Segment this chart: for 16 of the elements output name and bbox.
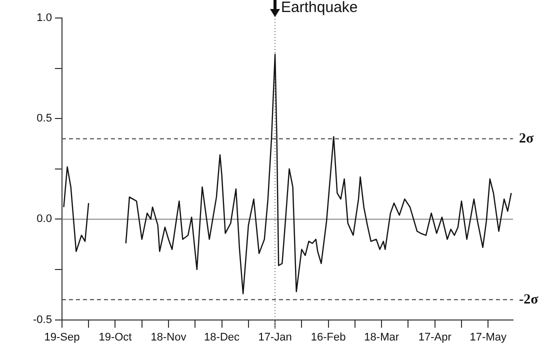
y-tick-label: 0.5 [36, 112, 52, 125]
ref-line-label: 2σ [519, 131, 534, 146]
ref-line-label: Earthquake [281, 0, 358, 16]
x-tick-label: 17-Apr [418, 331, 452, 344]
x-tick-label: 19-Oct [98, 331, 132, 344]
y-tick-label: 1.0 [36, 12, 52, 24]
x-tick-label: 16-Feb [310, 331, 346, 344]
x-tick-label: 18-Dec [204, 331, 240, 344]
y-tick-label: -0.5 [32, 314, 52, 326]
x-tick-label: 18-Nov [150, 331, 187, 344]
ref-line-label: -2σ [519, 292, 539, 308]
x-tick-label: 18-Mar [364, 331, 400, 344]
y-tick-label: 0.0 [36, 213, 52, 226]
x-tick-label: 19-Sep [44, 331, 80, 344]
x-tick-label: 17-May [470, 331, 507, 344]
x-tick-label: 17-Jan [258, 331, 292, 344]
